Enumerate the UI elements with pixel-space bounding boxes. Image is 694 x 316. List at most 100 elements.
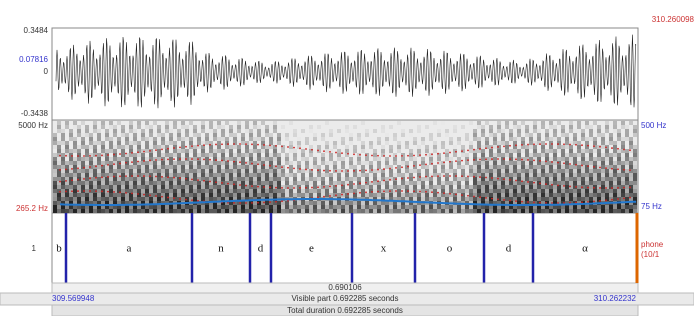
spec-cell (301, 177, 305, 181)
spec-cell (301, 205, 305, 209)
spec-cell (397, 205, 401, 209)
formant-dot (239, 143, 241, 145)
formant-dot (461, 160, 463, 162)
spec-cell (309, 209, 313, 213)
spec-cell (421, 185, 425, 189)
spec-cell (465, 197, 469, 201)
formant-dot (575, 164, 577, 166)
spec-cell (77, 149, 81, 153)
spec-cell (437, 181, 441, 185)
spec-cell (205, 141, 209, 145)
spec-cell (181, 141, 185, 145)
formant-dot (203, 180, 205, 182)
spec-cell (401, 141, 405, 145)
spec-cell (129, 181, 133, 185)
spec-cell (373, 173, 377, 177)
spec-cell (441, 185, 445, 189)
spec-cell (449, 125, 453, 129)
spec-cell (525, 197, 529, 201)
spec-cell (397, 165, 401, 169)
spec-cell (581, 133, 585, 137)
spec-cell (65, 161, 69, 165)
spec-cell (393, 145, 397, 149)
spec-cell (557, 209, 561, 213)
spec-cell (213, 177, 217, 181)
spec-cell (61, 185, 65, 189)
spec-cell (613, 121, 617, 125)
formant-dot (539, 182, 541, 184)
spec-cell (593, 197, 597, 201)
spec-cell (149, 177, 153, 181)
spec-cell (365, 137, 369, 141)
formant-dot (521, 159, 523, 161)
spec-cell (377, 185, 381, 189)
spec-cell (381, 201, 385, 205)
spec-cell (445, 165, 449, 169)
formant-dot (77, 179, 79, 181)
spec-cell (241, 125, 245, 129)
spec-cell (601, 185, 605, 189)
spec-cell (301, 157, 305, 161)
spec-cell (321, 201, 325, 205)
spec-cell (293, 137, 297, 141)
spec-cell (445, 149, 449, 153)
spec-cell (273, 133, 277, 137)
formant-dot (395, 178, 397, 180)
spec-cell (229, 173, 233, 177)
spec-cell (581, 161, 585, 165)
spec-cell (277, 137, 281, 141)
spec-cell (369, 161, 373, 165)
tier-name[interactable]: phone (641, 240, 664, 249)
formant-dot (167, 148, 169, 150)
formant-dot (599, 200, 601, 202)
spec-cell (321, 165, 325, 169)
spec-cell (501, 133, 505, 137)
spec-cell (241, 153, 245, 157)
spec-cell (601, 181, 605, 185)
spec-cell (577, 137, 581, 141)
spec-cell (565, 197, 569, 201)
spec-cell (381, 137, 385, 141)
spec-cell (461, 169, 465, 173)
spec-cell (533, 161, 537, 165)
spec-cell (149, 209, 153, 213)
spec-cell (145, 129, 149, 133)
spec-cell (585, 209, 589, 213)
spec-cell (393, 205, 397, 209)
spec-cell (513, 209, 517, 213)
formant-dot (173, 177, 175, 179)
spec-cell (529, 169, 533, 173)
spec-cell (601, 129, 605, 133)
spec-cell (317, 141, 321, 145)
spec-cell (265, 129, 269, 133)
spec-cell (285, 177, 289, 181)
spec-cell (409, 149, 413, 153)
spec-cell (437, 129, 441, 133)
spec-cell (301, 165, 305, 169)
spec-cell (349, 185, 353, 189)
spec-cell (229, 165, 233, 169)
spec-cell (129, 129, 133, 133)
spec-cell (353, 157, 357, 161)
spec-cell (569, 173, 573, 177)
spec-cell (253, 185, 257, 189)
spec-cell (145, 185, 149, 189)
spec-cell (625, 173, 629, 177)
spec-cell (257, 209, 261, 213)
spec-cell (501, 161, 505, 165)
spec-cell (77, 161, 81, 165)
spec-cell (329, 177, 333, 181)
formant-dot (83, 155, 85, 157)
spec-cell (217, 185, 221, 189)
spec-cell (209, 173, 213, 177)
spec-cell (277, 193, 281, 197)
spec-cell (161, 129, 165, 133)
spec-cell (541, 149, 545, 153)
spec-cell (605, 153, 609, 157)
spec-cell (101, 133, 105, 137)
spec-cell (485, 125, 489, 129)
formant-dot (137, 161, 139, 163)
spec-cell (381, 205, 385, 209)
spec-cell (77, 169, 81, 173)
spec-cell (585, 205, 589, 209)
